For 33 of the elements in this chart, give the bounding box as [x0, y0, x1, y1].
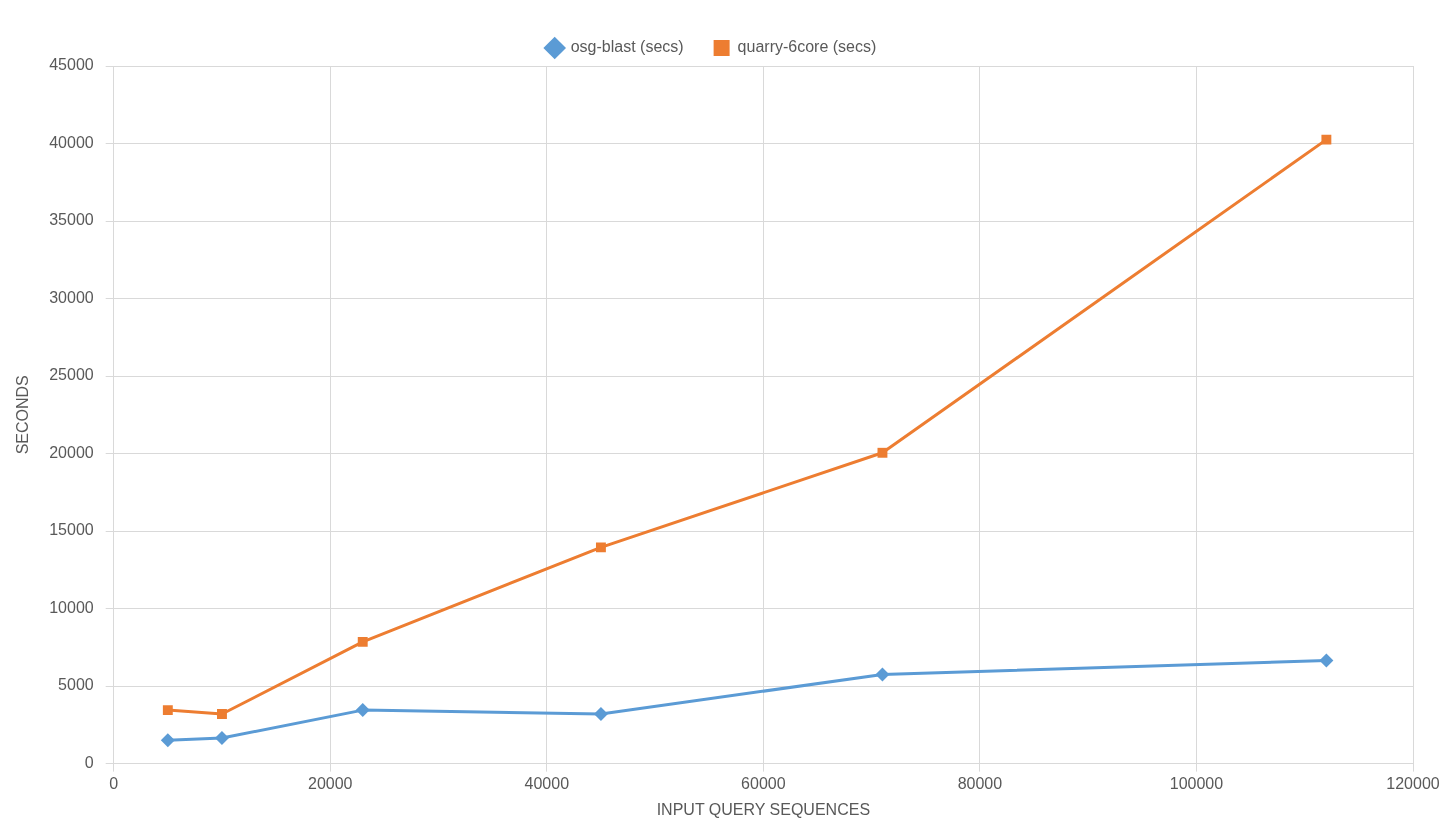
- y-tick-label: 0: [84, 754, 94, 772]
- point: [593, 706, 608, 721]
- point: [160, 733, 175, 748]
- x-tick-label: 0: [109, 774, 119, 792]
- y-tick-label: 10000: [49, 598, 94, 616]
- point: [162, 705, 173, 716]
- point: [1321, 134, 1332, 145]
- point: [217, 709, 227, 719]
- legend-label: quarry-6core (secs): [737, 38, 877, 56]
- y-tick-label: 30000: [49, 288, 94, 306]
- y-axis-title: SECONDS: [14, 375, 32, 455]
- x-axis-title: INPUT QUERY SEQUENCES: [656, 800, 871, 818]
- y-tick-label: 15000: [49, 521, 94, 539]
- legend-label: osg-blast (secs): [570, 38, 684, 56]
- point: [877, 447, 888, 458]
- x-tick-label: 20000: [307, 774, 353, 792]
- y-tick-label: 45000: [49, 56, 94, 74]
- point: [357, 636, 368, 647]
- point: [355, 703, 370, 718]
- point: [595, 542, 606, 553]
- point: [875, 667, 890, 682]
- point: [214, 731, 229, 746]
- x-tick-label: 60000: [741, 774, 786, 792]
- point: [1319, 653, 1334, 668]
- y-tick-label: 40000: [49, 133, 94, 151]
- x-tick-label: 80000: [957, 774, 1003, 792]
- x-tick-label: 100000: [1169, 774, 1224, 792]
- y-tick-label: 20000: [49, 443, 94, 461]
- y-tick-label: 25000: [49, 366, 94, 384]
- x-tick-label: 40000: [524, 774, 570, 792]
- x-tick-label: 120000: [1386, 774, 1440, 792]
- y-tick-label: 35000: [49, 211, 94, 229]
- y-tick-label: 5000: [58, 676, 94, 694]
